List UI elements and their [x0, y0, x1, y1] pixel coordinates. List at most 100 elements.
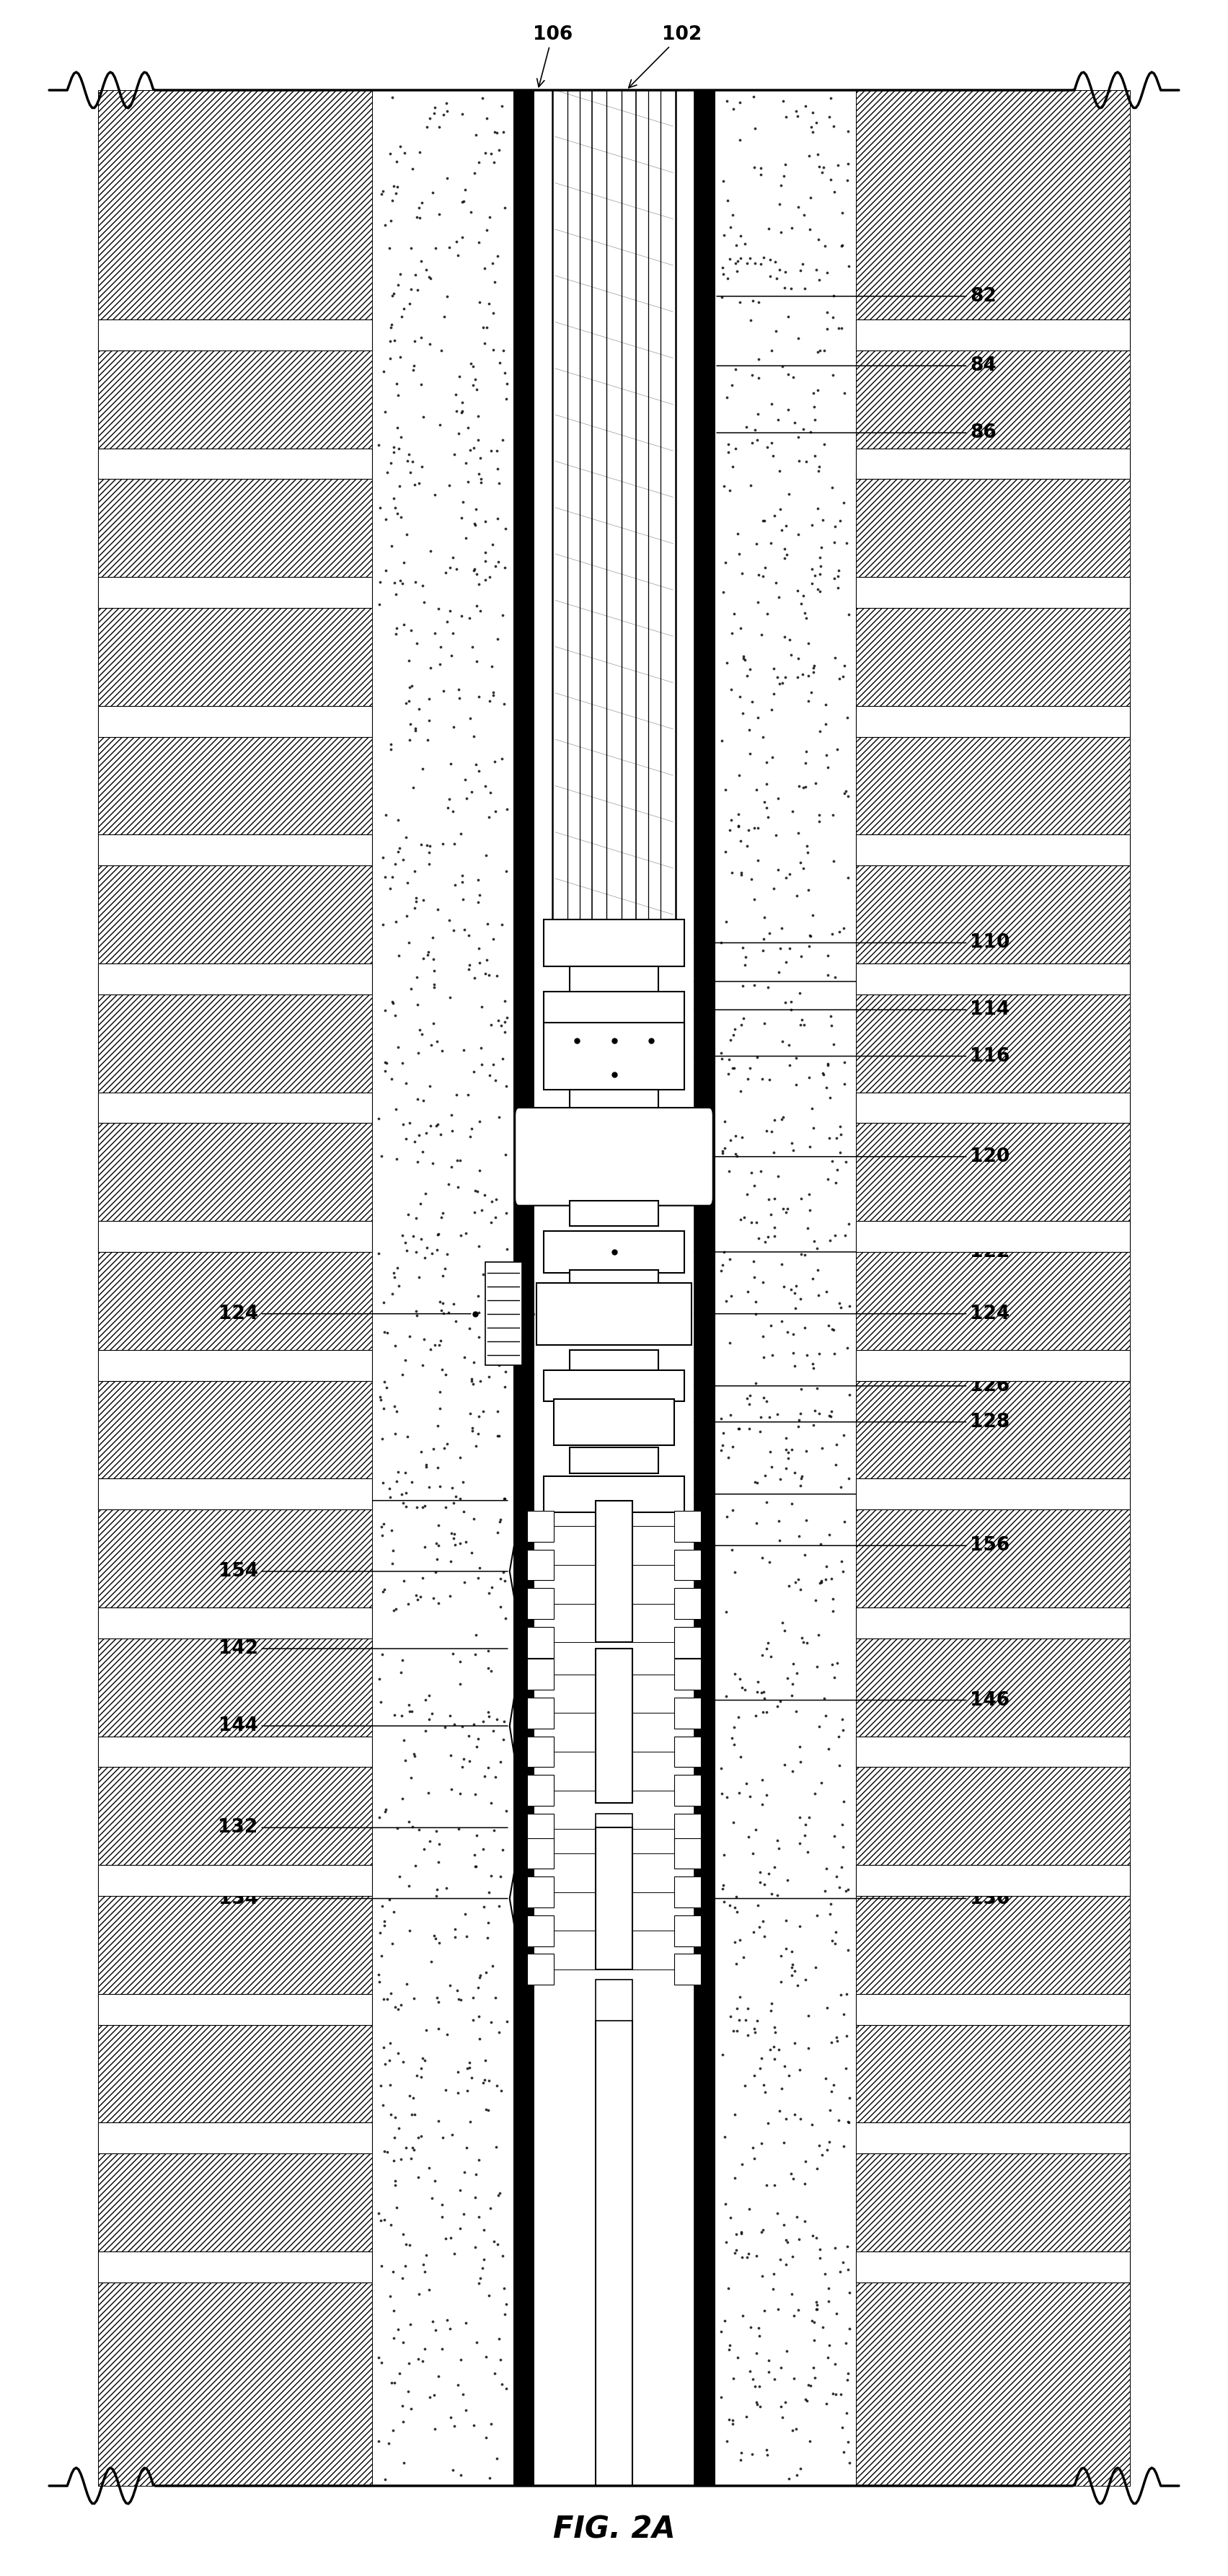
Text: 82: 82 [717, 286, 997, 307]
Text: 120: 120 [711, 1146, 1009, 1167]
Text: 114: 114 [686, 999, 1009, 1020]
Bar [543, 1231, 685, 1273]
Bar [98, 2123, 372, 2154]
Bar [856, 706, 1130, 737]
Bar [674, 1953, 701, 1984]
Text: 124: 124 [219, 1303, 470, 1324]
Bar [98, 1607, 372, 1638]
Bar [570, 966, 658, 997]
Text: 124: 124 [694, 1303, 1009, 1324]
Bar [543, 992, 685, 1028]
Text: 102: 102 [629, 26, 701, 88]
Bar [694, 90, 715, 2486]
Bar [856, 1865, 1130, 1896]
Bar [543, 920, 685, 966]
Bar [527, 1510, 554, 1540]
Bar [856, 448, 1130, 479]
Text: 84: 84 [717, 355, 997, 376]
Bar [856, 577, 1130, 608]
Bar [513, 90, 534, 2486]
Bar [98, 1736, 372, 1767]
Text: 130: 130 [686, 1484, 1009, 1504]
Bar [554, 1399, 674, 1445]
Bar [98, 448, 372, 479]
Bar [596, 1649, 632, 1803]
Bar [98, 577, 372, 608]
Text: 126: 126 [686, 1376, 1009, 1396]
Text: 152: 152 [219, 1492, 507, 1510]
Bar [98, 1092, 372, 1123]
Bar [543, 1476, 685, 1512]
Bar [527, 1814, 554, 1844]
Text: 106: 106 [533, 26, 572, 88]
Bar [527, 1914, 554, 1947]
Bar [98, 1994, 372, 2025]
Bar [98, 1865, 372, 1896]
Bar [856, 1092, 1130, 1123]
Bar [98, 1221, 372, 1252]
Bar [485, 1262, 522, 1365]
Bar [674, 1510, 701, 1540]
Bar [98, 835, 372, 866]
Bar [527, 1839, 554, 1870]
Bar [856, 1479, 1130, 1510]
Bar [98, 90, 372, 2486]
Bar [98, 90, 372, 2486]
Bar [527, 1736, 554, 1767]
Text: FIG. 2A: FIG. 2A [553, 2514, 675, 2545]
Bar [98, 1350, 372, 1381]
Bar [856, 2251, 1130, 2282]
Text: 128: 128 [677, 1412, 1009, 1432]
Bar [570, 1090, 658, 1110]
Bar [527, 1587, 554, 1618]
Bar [527, 1698, 554, 1728]
Text: 156: 156 [696, 1535, 1009, 1556]
Text: 122: 122 [686, 1242, 1009, 1262]
Bar [674, 1587, 701, 1618]
Text: 134: 134 [219, 1888, 507, 1909]
Bar [856, 835, 1130, 866]
Bar [543, 1023, 685, 1090]
Bar [674, 1628, 701, 1659]
Bar [856, 1736, 1130, 1767]
Bar [527, 1548, 554, 1579]
Bar [570, 1448, 658, 1473]
Text: 112: 112 [661, 971, 1011, 992]
Bar [856, 319, 1130, 350]
Text: 86: 86 [717, 422, 997, 443]
Text: 110: 110 [686, 933, 1011, 953]
Bar [527, 1953, 554, 1984]
Bar [674, 1814, 701, 1844]
Text: 136: 136 [696, 1888, 1009, 1909]
Bar [596, 1829, 632, 1968]
Bar [856, 1350, 1130, 1381]
Text: 132: 132 [219, 1819, 507, 1837]
Bar [596, 1978, 632, 2020]
Bar [856, 1994, 1130, 2025]
Bar [674, 1548, 701, 1579]
Bar [674, 1736, 701, 1767]
Bar [98, 2251, 372, 2282]
Bar [596, 1814, 632, 1844]
FancyBboxPatch shape [515, 1108, 713, 1206]
Bar [856, 963, 1130, 994]
Bar [527, 1875, 554, 1906]
Bar [570, 1270, 658, 1296]
Bar [674, 1839, 701, 1870]
Bar [527, 1628, 554, 1659]
Bar [372, 90, 513, 2486]
Bar [856, 1221, 1130, 1252]
Bar [856, 1607, 1130, 1638]
Bar [674, 1914, 701, 1947]
Bar [596, 1654, 632, 1685]
Bar [527, 1775, 554, 1806]
Bar [534, 90, 694, 2486]
Bar [674, 1659, 701, 1690]
Text: 144: 144 [219, 1716, 507, 1736]
Bar [570, 1350, 658, 1370]
Bar [674, 1698, 701, 1728]
Bar [570, 1200, 658, 1226]
Bar [674, 1875, 701, 1906]
Bar [674, 1775, 701, 1806]
Bar [98, 1479, 372, 1510]
